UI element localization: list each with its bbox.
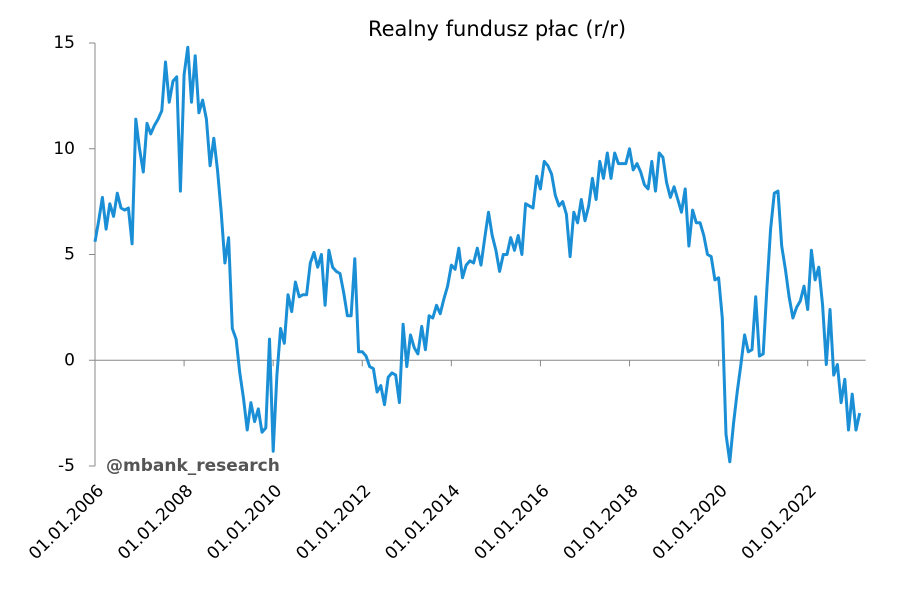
watermark: @mbank_research (106, 456, 280, 476)
x-tick-label: 01.01.2022 (738, 481, 821, 564)
x-tick-label: 01.01.2006 (25, 481, 108, 564)
y-tick-label: 10 (53, 139, 75, 159)
data-line (93, 45, 862, 464)
x-tick-label: 01.01.2008 (114, 481, 197, 564)
x-tick-label: 01.01.2010 (203, 481, 286, 564)
y-tick-label: 15 (53, 33, 75, 53)
x-tick-label: 01.01.2020 (649, 481, 732, 564)
chart-title: Realny fundusz płac (r/r) (368, 17, 626, 41)
x-tick-label: 01.01.2014 (381, 481, 464, 564)
x-tick-label: 01.01.2012 (292, 481, 375, 564)
y-tick-label: -5 (58, 456, 75, 476)
x-tick-label: 01.01.2018 (560, 481, 643, 564)
x-tick-label: 01.01.2016 (471, 481, 554, 564)
y-tick-label: 5 (64, 245, 75, 265)
y-tick-label: 0 (64, 350, 75, 370)
